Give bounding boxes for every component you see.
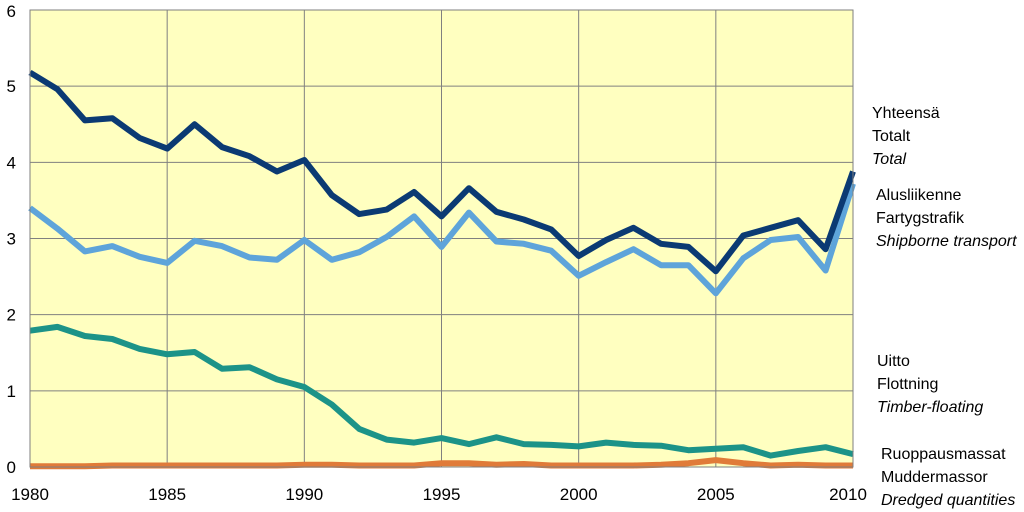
series-line-2 (29, 323, 854, 459)
series-line-1 (28, 182, 856, 297)
y-tick-label: 1 (7, 382, 16, 401)
x-tick-label: 1985 (148, 485, 186, 504)
x-tick-label: 1990 (285, 485, 323, 504)
series-line-3 (30, 457, 853, 470)
x-tick-label: 1995 (423, 485, 461, 504)
legend-dredged-fi: Ruoppausmassat (881, 446, 1006, 463)
legend-total-fi: Yhteensä (872, 105, 940, 122)
y-tick-label: 5 (7, 77, 16, 96)
legend-timber: Uitto Flottning Timber-floating (877, 350, 983, 419)
legend-timber-fi: Uitto (877, 353, 910, 370)
x-tick-label: 2010 (829, 485, 867, 504)
x-tick-label: 2005 (697, 485, 735, 504)
y-axis-ticks: 0 1 2 3 4 5 6 (7, 2, 16, 477)
legend-shipborne-sv: Fartygstrafik (876, 210, 965, 227)
legend-timber-sv: Flottning (877, 376, 939, 393)
legend-shipborne-en: Shipborne transport (876, 233, 1017, 250)
y-tick-label: 4 (7, 153, 16, 172)
x-axis-ticks: 1980 1985 1990 1995 2000 2005 2010 (11, 485, 867, 504)
legend-total: Yhteensä Totalt Total (872, 102, 940, 171)
legend-shipborne-fi: Alusliikenne (876, 187, 962, 204)
x-tick-label: 2000 (560, 485, 598, 504)
legend-dredged: Ruoppausmassat Muddermassor Dredged quan… (881, 443, 1015, 512)
series-lines (28, 69, 856, 470)
legend-total-sv: Totalt (872, 128, 911, 145)
legend-dredged-en: Dredged quantities (881, 492, 1016, 509)
series-line-0 (28, 69, 856, 275)
y-tick-label: 0 (7, 458, 16, 477)
x-tick-label: 1980 (11, 485, 49, 504)
y-tick-label: 2 (7, 306, 16, 325)
legend-shipborne: Alusliikenne Fartygstrafik Shipborne tra… (876, 184, 1017, 253)
y-tick-label: 6 (7, 2, 16, 21)
legend-dredged-sv: Muddermassor (881, 469, 988, 486)
plot-frame (29, 9, 854, 468)
legend-total-en: Total (872, 151, 907, 168)
y-tick-label: 3 (7, 230, 16, 249)
legend-timber-en: Timber-floating (877, 399, 984, 416)
